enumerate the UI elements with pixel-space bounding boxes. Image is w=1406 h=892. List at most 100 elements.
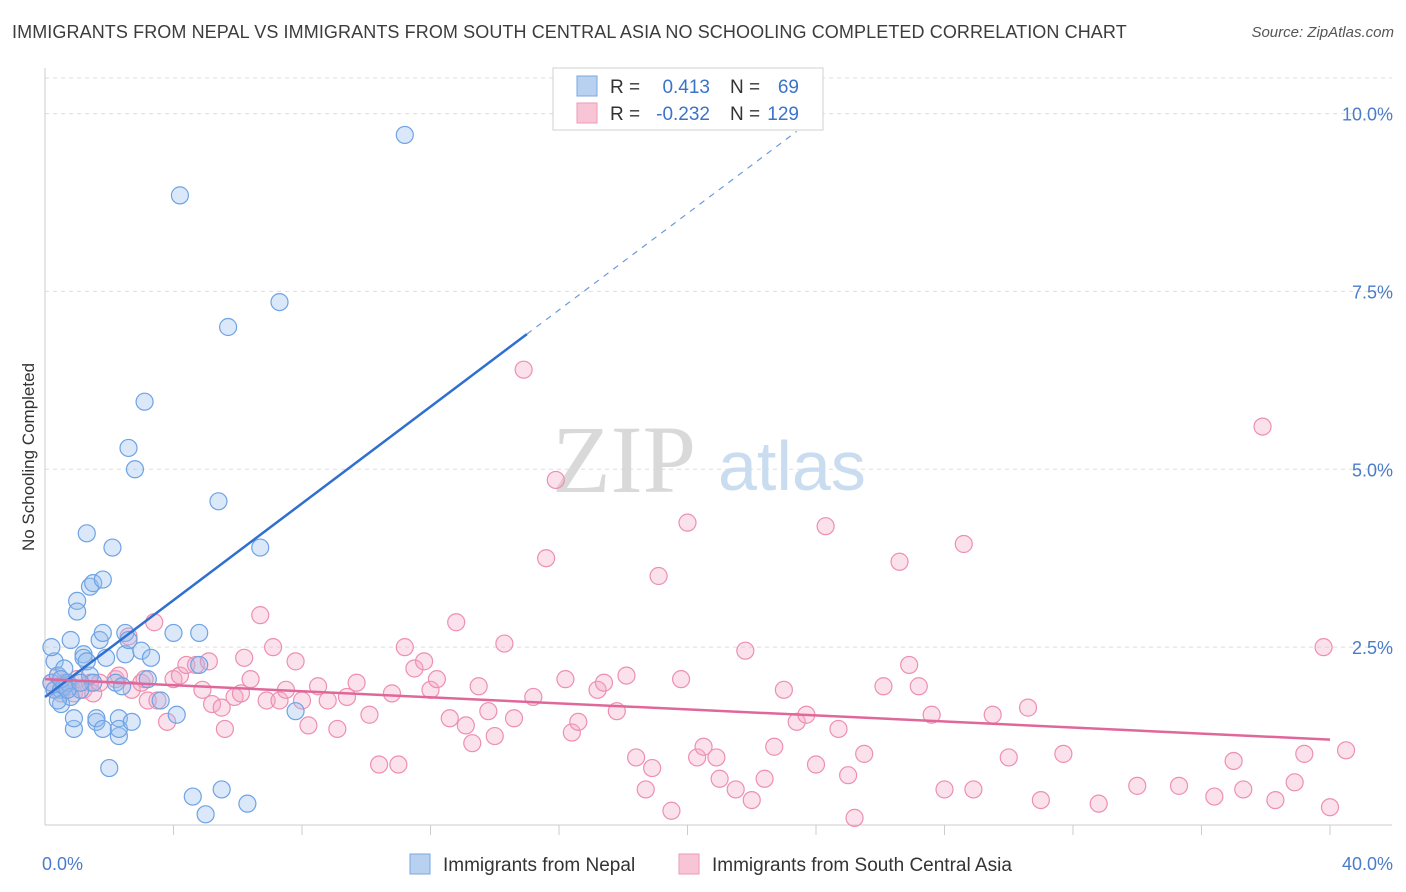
sca-point-83: [671, 670, 691, 689]
nepal-point-43: [135, 392, 154, 411]
trend-lines: [44, 130, 1331, 741]
sca-point-99: [829, 719, 848, 739]
sca-point-77: [617, 666, 636, 685]
legend-swatch-nepal: [576, 75, 598, 97]
sca-point-34: [235, 648, 254, 667]
sca-point-73: [569, 712, 588, 731]
sca-point-102: [855, 744, 874, 763]
nepal-point-12: [64, 709, 84, 728]
bottom-legend-swatch-sca: [678, 853, 700, 875]
watermark: ZIP atlas: [552, 406, 866, 513]
nepal-point-17: [74, 648, 93, 667]
sca-point-88: [710, 769, 729, 788]
sca-point-66: [504, 709, 524, 728]
sca-point-101: [845, 808, 864, 827]
y-tick-label-0: 2.5%: [1352, 638, 1393, 658]
sca-point-84: [678, 513, 697, 532]
sca-point-89: [726, 780, 745, 799]
nepal-point-27: [93, 623, 112, 643]
sca-point-94: [774, 680, 793, 699]
sca-point-35: [241, 670, 260, 689]
sca-point-119: [1205, 787, 1224, 806]
y-axis-label: No Schooling Completed: [19, 363, 38, 551]
sca-point-59: [447, 613, 466, 632]
sca-point-28: [199, 652, 218, 671]
y-axis-ticks: 2.5% 5.0% 7.5% 10.0%: [1342, 105, 1393, 659]
sca-point-115: [1054, 744, 1073, 763]
sca-point-69: [537, 549, 556, 568]
sca-point-61: [463, 734, 482, 753]
sca-point-16: [122, 680, 141, 699]
sca-point-74: [588, 680, 607, 699]
sca-point-31: [215, 719, 234, 739]
sca-point-124: [1285, 773, 1304, 792]
legend-r-label-nepal: R =: [610, 77, 640, 98]
nepal-point-13: [68, 591, 87, 611]
gridlines: [45, 77, 1392, 648]
sca-point-82: [662, 801, 681, 820]
nepal-point-14: [68, 602, 87, 621]
nepal-point-11: [64, 719, 84, 739]
y-tick-label-3: 10.0%: [1342, 105, 1393, 125]
sca-point-20: [145, 613, 164, 632]
nepal-point-52: [190, 623, 209, 643]
sca-point-105: [900, 655, 919, 675]
sca-point-24: [170, 666, 190, 685]
sca-point-54: [405, 659, 424, 678]
sca-point-127: [1320, 798, 1340, 817]
sca-point-93: [765, 737, 784, 756]
sca-point-108: [935, 780, 954, 799]
sca-point-63: [479, 702, 498, 721]
nepal-point-22: [84, 574, 103, 593]
x-axis-ticks: 0.0% 40.0%: [42, 854, 1393, 874]
sca-point-111: [983, 705, 1002, 724]
sca-point-49: [360, 705, 379, 724]
sca-point-38: [263, 638, 283, 657]
sca-trend-line: [44, 677, 1331, 741]
nepal-point-55: [212, 780, 231, 799]
sca-point-75: [594, 673, 614, 692]
sca-point-57: [427, 670, 447, 689]
sca-point-44: [308, 677, 328, 696]
nepal-point-61: [395, 125, 414, 145]
nepal-point-57: [238, 794, 257, 813]
sca-point-43: [299, 716, 318, 735]
sca-point-81: [649, 566, 668, 586]
nepal-point-7: [55, 659, 74, 678]
series-sca-points: [42, 360, 1356, 827]
legend-n-label-sca: N =: [730, 104, 760, 125]
sca-point-104: [890, 552, 909, 571]
sca-point-123: [1266, 790, 1285, 810]
nepal-point-18: [77, 524, 96, 543]
sca-point-98: [816, 517, 835, 536]
sca-point-67: [514, 360, 533, 379]
sca-point-39: [270, 691, 289, 710]
sca-point-85: [688, 748, 707, 767]
nepal-point-40: [119, 438, 138, 458]
sca-point-19: [138, 691, 157, 710]
sca-point-106: [909, 677, 928, 696]
sca-point-114: [1031, 790, 1050, 810]
nepal-trend-extension: [526, 130, 798, 335]
sca-point-112: [999, 748, 1018, 767]
sca-point-52: [389, 755, 408, 774]
series-nepal-points: [42, 125, 414, 824]
legend-frame: [552, 67, 824, 131]
sca-point-107: [922, 705, 941, 724]
sca-point-91: [742, 790, 761, 810]
sca-point-100: [839, 766, 858, 785]
nepal-point-30: [103, 538, 122, 557]
sca-point-92: [755, 769, 774, 788]
sca-point-51: [382, 684, 402, 703]
sca-point-80: [643, 758, 662, 778]
nepal-point-66: [71, 673, 90, 692]
sca-point-55: [414, 652, 434, 671]
sca-point-30: [212, 698, 231, 717]
sca-point-22: [157, 712, 177, 731]
sca-point-113: [1018, 698, 1038, 717]
nepal-point-59: [270, 293, 289, 312]
nepal-point-28: [93, 719, 112, 739]
sca-point-25: [177, 655, 196, 675]
nepal-point-2: [45, 652, 64, 671]
sca-point-36: [251, 606, 270, 625]
